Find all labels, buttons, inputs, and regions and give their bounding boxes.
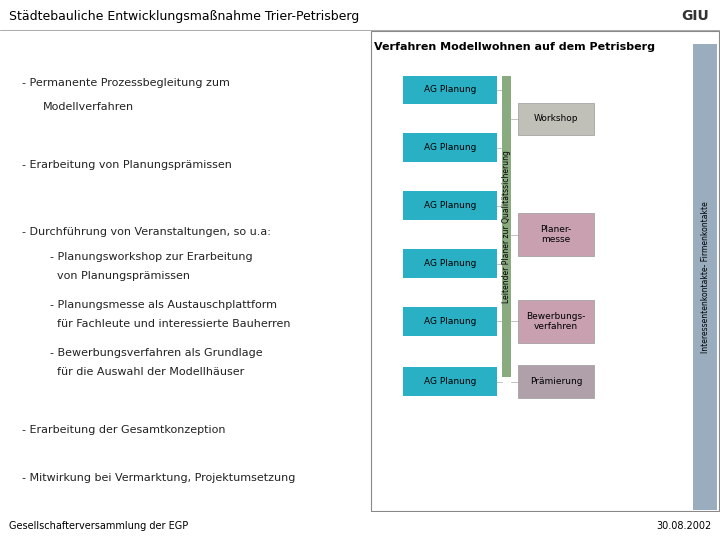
Text: von Planungsprämissen: von Planungsprämissen xyxy=(50,271,190,281)
Text: - Durchführung von Veranstaltungen, so u.a:: - Durchführung von Veranstaltungen, so u… xyxy=(22,227,271,238)
Text: - Erarbeitung von Planungsprämissen: - Erarbeitung von Planungsprämissen xyxy=(22,160,231,170)
Text: - Planungsworkshop zur Erarbeitung: - Planungsworkshop zur Erarbeitung xyxy=(50,252,253,261)
Text: für Fachleute und interessierte Bauherren: für Fachleute und interessierte Bauherre… xyxy=(50,319,291,329)
Text: - Permanente Prozessbegleitung zum: - Permanente Prozessbegleitung zum xyxy=(22,78,230,88)
Bar xyxy=(518,213,594,256)
Text: Planer-
messe: Planer- messe xyxy=(541,225,572,244)
Text: AG Planung: AG Planung xyxy=(424,143,476,152)
Text: Modellverfahren: Modellverfahren xyxy=(43,102,135,112)
Text: Gesellschafterversammlung der EGP: Gesellschafterversammlung der EGP xyxy=(9,521,188,531)
Text: Bewerbungs-
verfahren: Bewerbungs- verfahren xyxy=(526,312,586,331)
Bar xyxy=(693,44,717,510)
Text: Leitender Planer zur Qualitätssicherung: Leitender Planer zur Qualitätssicherung xyxy=(502,150,511,302)
Bar xyxy=(403,133,497,163)
Text: Workshop: Workshop xyxy=(534,114,578,124)
Text: AG Planung: AG Planung xyxy=(424,259,476,268)
Text: GIU: GIU xyxy=(681,9,709,23)
Text: Verfahren Modellwohnen auf dem Petrisberg: Verfahren Modellwohnen auf dem Petrisber… xyxy=(374,42,655,52)
Text: AG Planung: AG Planung xyxy=(424,317,476,326)
Text: 30.08.2002: 30.08.2002 xyxy=(656,521,711,531)
Text: AG Planung: AG Planung xyxy=(424,377,476,386)
Text: - Bewerbungsverfahren als Grundlage: - Bewerbungsverfahren als Grundlage xyxy=(50,348,263,358)
Bar xyxy=(518,300,594,343)
Text: - Erarbeitung der Gesamtkonzeption: - Erarbeitung der Gesamtkonzeption xyxy=(22,425,225,435)
Bar xyxy=(403,367,497,396)
Text: Prämierung: Prämierung xyxy=(530,377,582,386)
Bar xyxy=(371,31,719,511)
Bar xyxy=(403,191,497,220)
Text: Städtebauliche Entwicklungsmaßnahme Trier-Petrisberg: Städtebauliche Entwicklungsmaßnahme Trie… xyxy=(9,10,359,23)
Bar xyxy=(518,366,594,398)
Bar xyxy=(403,307,497,336)
Bar xyxy=(502,76,511,377)
Bar xyxy=(403,76,497,104)
Bar xyxy=(403,249,497,278)
Bar xyxy=(518,103,594,136)
Text: für die Auswahl der Modellhäuser: für die Auswahl der Modellhäuser xyxy=(50,367,245,377)
Text: - Mitwirkung bei Vermarktung, Projektumsetzung: - Mitwirkung bei Vermarktung, Projektums… xyxy=(22,474,295,483)
Text: - Planungsmesse als Austauschplattform: - Planungsmesse als Austauschplattform xyxy=(50,300,277,310)
Text: AG Planung: AG Planung xyxy=(424,85,476,94)
Text: AG Planung: AG Planung xyxy=(424,201,476,210)
Text: Interessentenkontakte- Firmenkontakte: Interessentenkontakte- Firmenkontakte xyxy=(701,201,710,353)
